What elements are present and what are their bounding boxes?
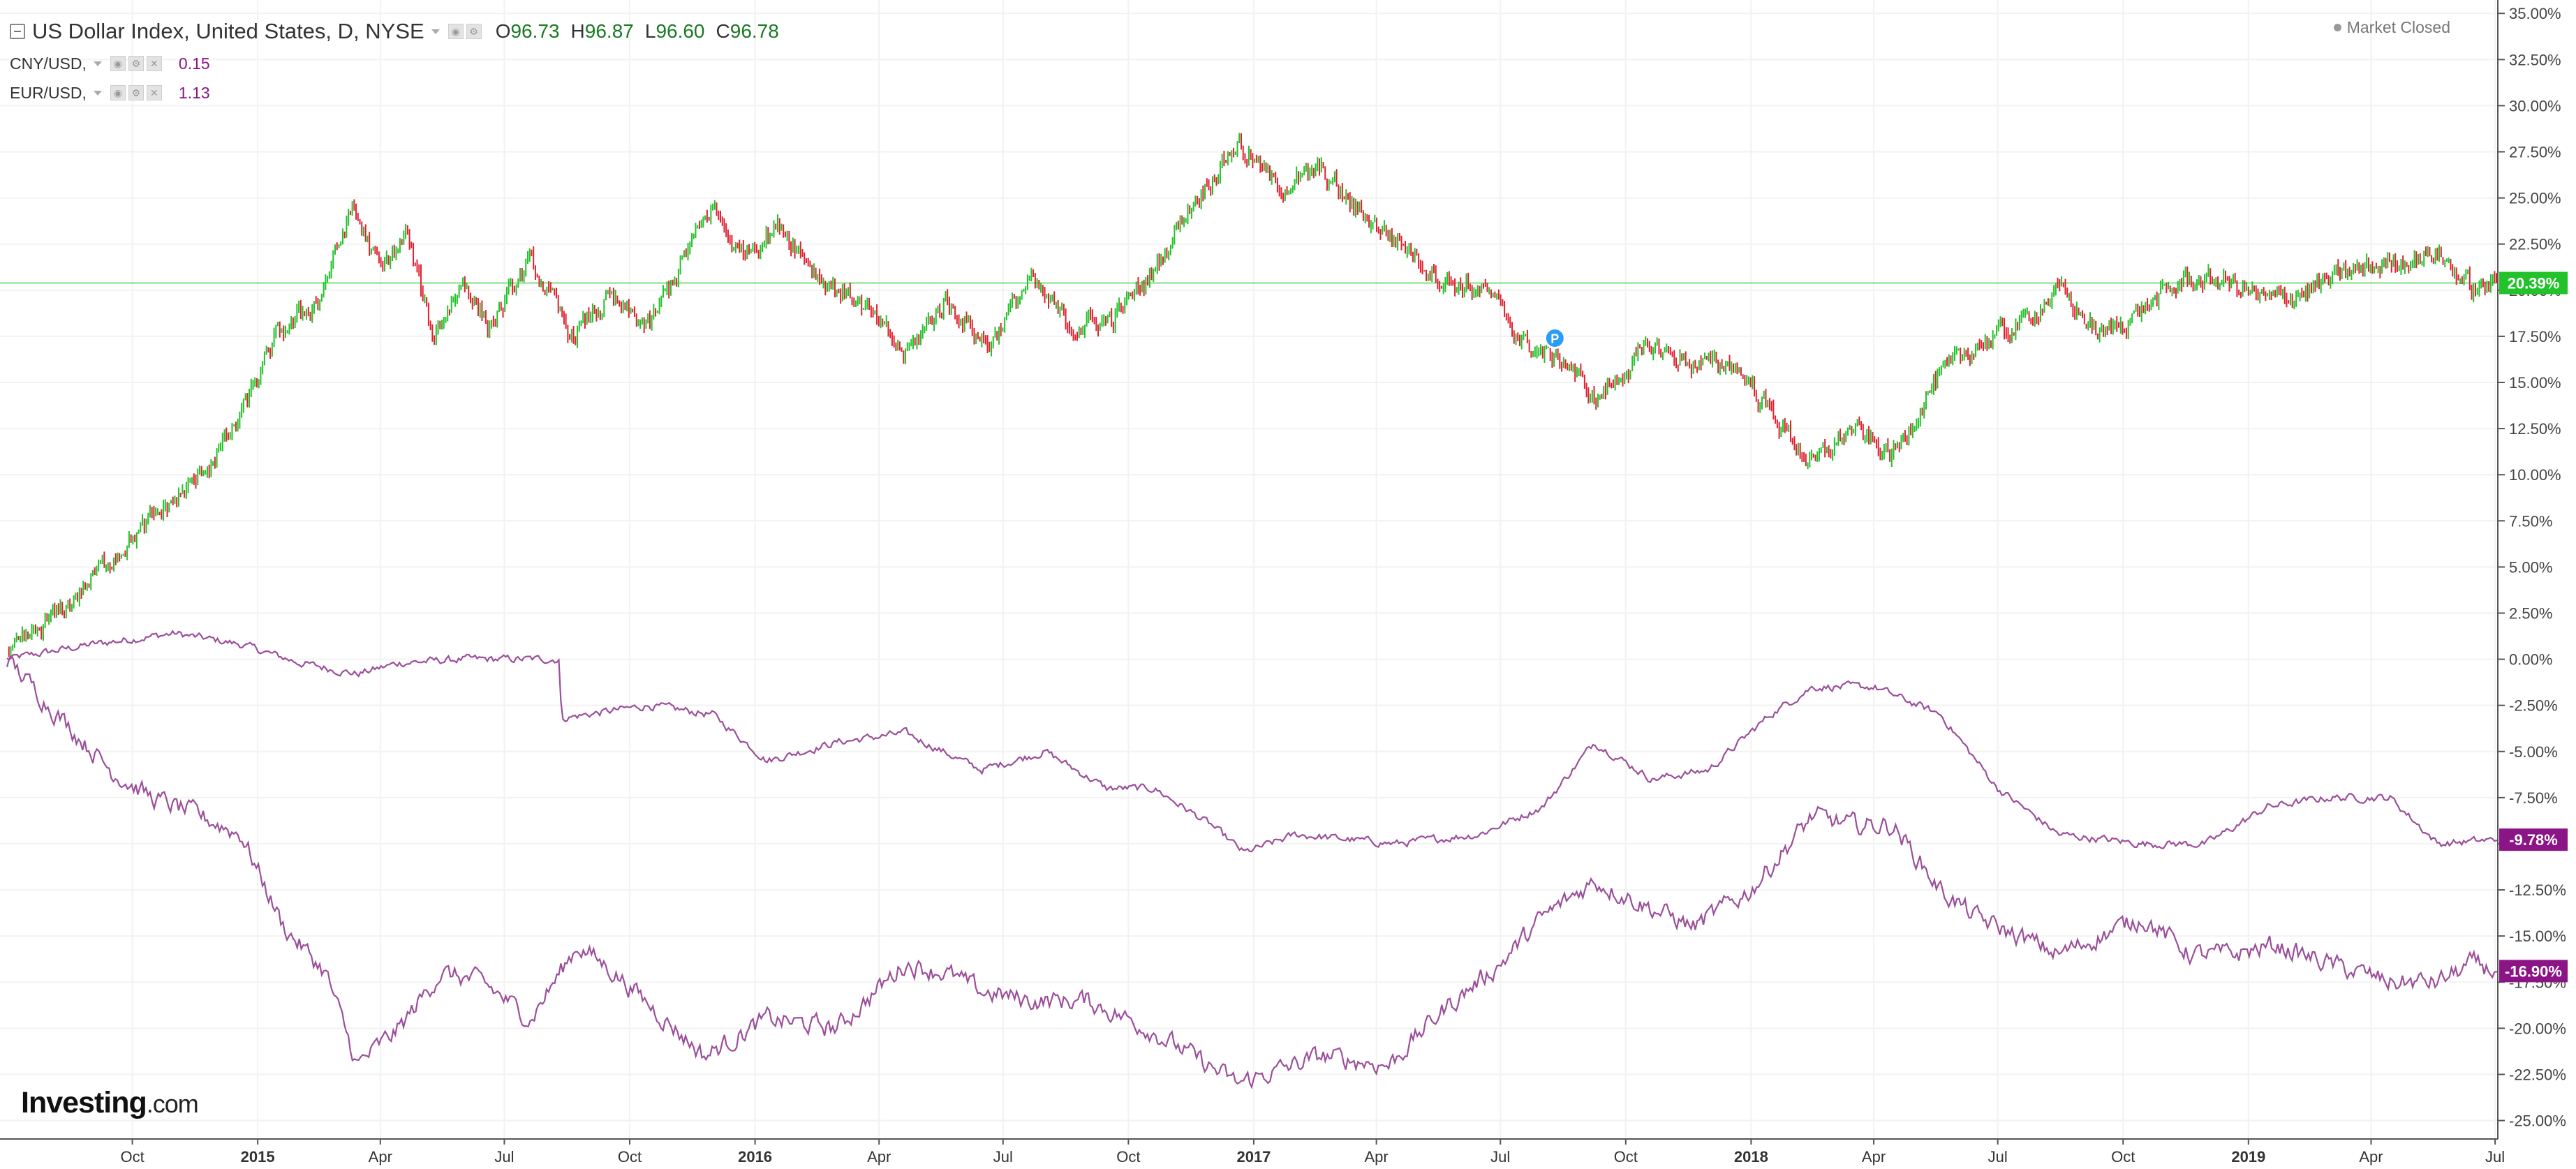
y-tick-label: 0.00% — [2509, 651, 2552, 669]
legend-row-main: US Dollar Index, United States, D, NYSE … — [10, 14, 790, 49]
last-value-badge — [2499, 828, 2568, 851]
x-tick-label: Oct — [1116, 1148, 1140, 1166]
y-tick-label: 15.00% — [2509, 374, 2561, 392]
event-marker-label: P — [1550, 332, 1559, 346]
ohlc-values: O96.73 H96.87 L96.60 C96.78 — [496, 20, 790, 43]
x-tick-label: Jul — [1490, 1148, 1510, 1166]
x-tick-label: Jul — [494, 1148, 514, 1166]
y-tick-label: -5.00% — [2509, 743, 2558, 761]
y-tick-label: 2.50% — [2509, 604, 2552, 622]
y-tick-label: -7.50% — [2509, 789, 2558, 807]
high-label: H — [570, 20, 585, 42]
y-tick-label: -2.50% — [2509, 697, 2558, 715]
y-tick-label: 17.50% — [2509, 328, 2561, 345]
y-tick-label: -25.00% — [2509, 1112, 2566, 1130]
x-tick-label: 2017 — [1236, 1148, 1271, 1166]
low-label: L — [644, 20, 656, 42]
series-line-cny-usd — [6, 630, 2498, 853]
settings-icon[interactable]: ⚙ — [466, 24, 482, 39]
x-tick-label: Apr — [867, 1148, 891, 1166]
last-value-badge-label: -16.90% — [2505, 962, 2562, 980]
x-tick-label: Apr — [2359, 1148, 2383, 1166]
high-value: 96.87 — [584, 20, 634, 42]
settings-icon[interactable]: ⚙ — [128, 56, 144, 71]
chevron-down-icon[interactable] — [431, 29, 440, 34]
y-tick-label: 27.50% — [2509, 144, 2561, 161]
main-series-title: US Dollar Index, United States, D, NYSE — [32, 19, 424, 43]
y-tick-label: 32.50% — [2509, 51, 2561, 68]
y-tick-label: 35.00% — [2509, 5, 2561, 22]
legend-row-cny: CNY/USD, ◉ ⚙ ✕ 0.15 — [10, 49, 790, 78]
close-icon[interactable]: ✕ — [146, 56, 162, 71]
last-value-badge-label: 20.39% — [2508, 274, 2560, 292]
status-dot-icon — [2333, 24, 2341, 31]
series-line-eur-usd — [6, 654, 2498, 1089]
y-tick-label: 12.50% — [2509, 420, 2561, 438]
close-value: 96.78 — [730, 20, 779, 42]
open-label: O — [495, 20, 511, 42]
settings-icon[interactable]: ⚙ — [128, 85, 144, 100]
last-value-badge-label: -9.78% — [2509, 831, 2558, 849]
x-tick-label: Oct — [2111, 1148, 2135, 1166]
y-tick-label: -12.50% — [2509, 881, 2566, 899]
y-tick-label: 22.50% — [2509, 236, 2561, 253]
last-value-badge — [2499, 960, 2568, 983]
last-value-badge — [2499, 271, 2568, 295]
chevron-down-icon[interactable] — [93, 90, 102, 96]
event-marker-icon[interactable] — [1544, 327, 1566, 350]
eye-icon[interactable]: ◉ — [447, 24, 464, 39]
low-value: 96.60 — [656, 20, 705, 42]
y-tick-label: 25.00% — [2509, 190, 2561, 207]
market-status: Market Closed — [2333, 18, 2450, 37]
series-layer — [0, 133, 2498, 1089]
chevron-down-icon[interactable] — [93, 61, 102, 66]
investing-logo[interactable]: Investing.com — [21, 1086, 199, 1120]
x-tick-label: 2015 — [241, 1148, 275, 1166]
y-tick-label: 7.50% — [2509, 512, 2552, 530]
x-tick-label: Jul — [1988, 1148, 2008, 1166]
eur-value: 1.13 — [178, 83, 210, 102]
y-tick-label: -15.00% — [2509, 928, 2566, 945]
open-value: 96.73 — [510, 20, 560, 42]
eye-icon[interactable]: ◉ — [110, 85, 126, 100]
x-tick-label: Oct — [1614, 1148, 1638, 1166]
x-tick-label: Oct — [618, 1148, 642, 1166]
x-tick-label: 2018 — [1734, 1148, 1768, 1166]
x-tick-label: Apr — [369, 1148, 392, 1166]
x-tick-label: 2016 — [738, 1148, 772, 1166]
collapse-legend-icon[interactable] — [10, 24, 25, 39]
x-tick-label: Oct — [120, 1148, 144, 1166]
y-tick-label: -20.00% — [2509, 1020, 2566, 1037]
close-label: C — [716, 20, 730, 42]
eye-icon[interactable]: ◉ — [110, 56, 126, 71]
eur-series-title: EUR/USD, — [10, 83, 87, 102]
y-tick-label: 5.00% — [2509, 558, 2552, 576]
y-tick-label: -22.50% — [2509, 1066, 2566, 1083]
legend-row-eur: EUR/USD, ◉ ⚙ ✕ 1.13 — [10, 78, 790, 107]
x-tick-label: Apr — [1364, 1148, 1388, 1166]
badge-layer: P 20.39% -9.78% -16.90% — [1544, 271, 2568, 983]
market-status-text: Market Closed — [2346, 18, 2450, 36]
candlestick-series — [8, 133, 2498, 657]
cny-value: 0.15 — [178, 54, 210, 73]
x-tick-label: Jul — [2485, 1148, 2505, 1166]
logo-brand: Investing — [21, 1086, 147, 1119]
cny-series-title: CNY/USD, — [10, 54, 87, 73]
x-tick-label: 2019 — [2231, 1148, 2265, 1166]
x-tick-label: Jul — [993, 1148, 1013, 1166]
x-tick-label: Apr — [1862, 1148, 1886, 1166]
close-icon[interactable]: ✕ — [146, 85, 162, 100]
y-tick-label: 30.00% — [2509, 97, 2561, 114]
logo-suffix: .com — [146, 1089, 199, 1118]
y-tick-label: 10.00% — [2509, 466, 2561, 484]
legend: US Dollar Index, United States, D, NYSE … — [10, 14, 790, 107]
